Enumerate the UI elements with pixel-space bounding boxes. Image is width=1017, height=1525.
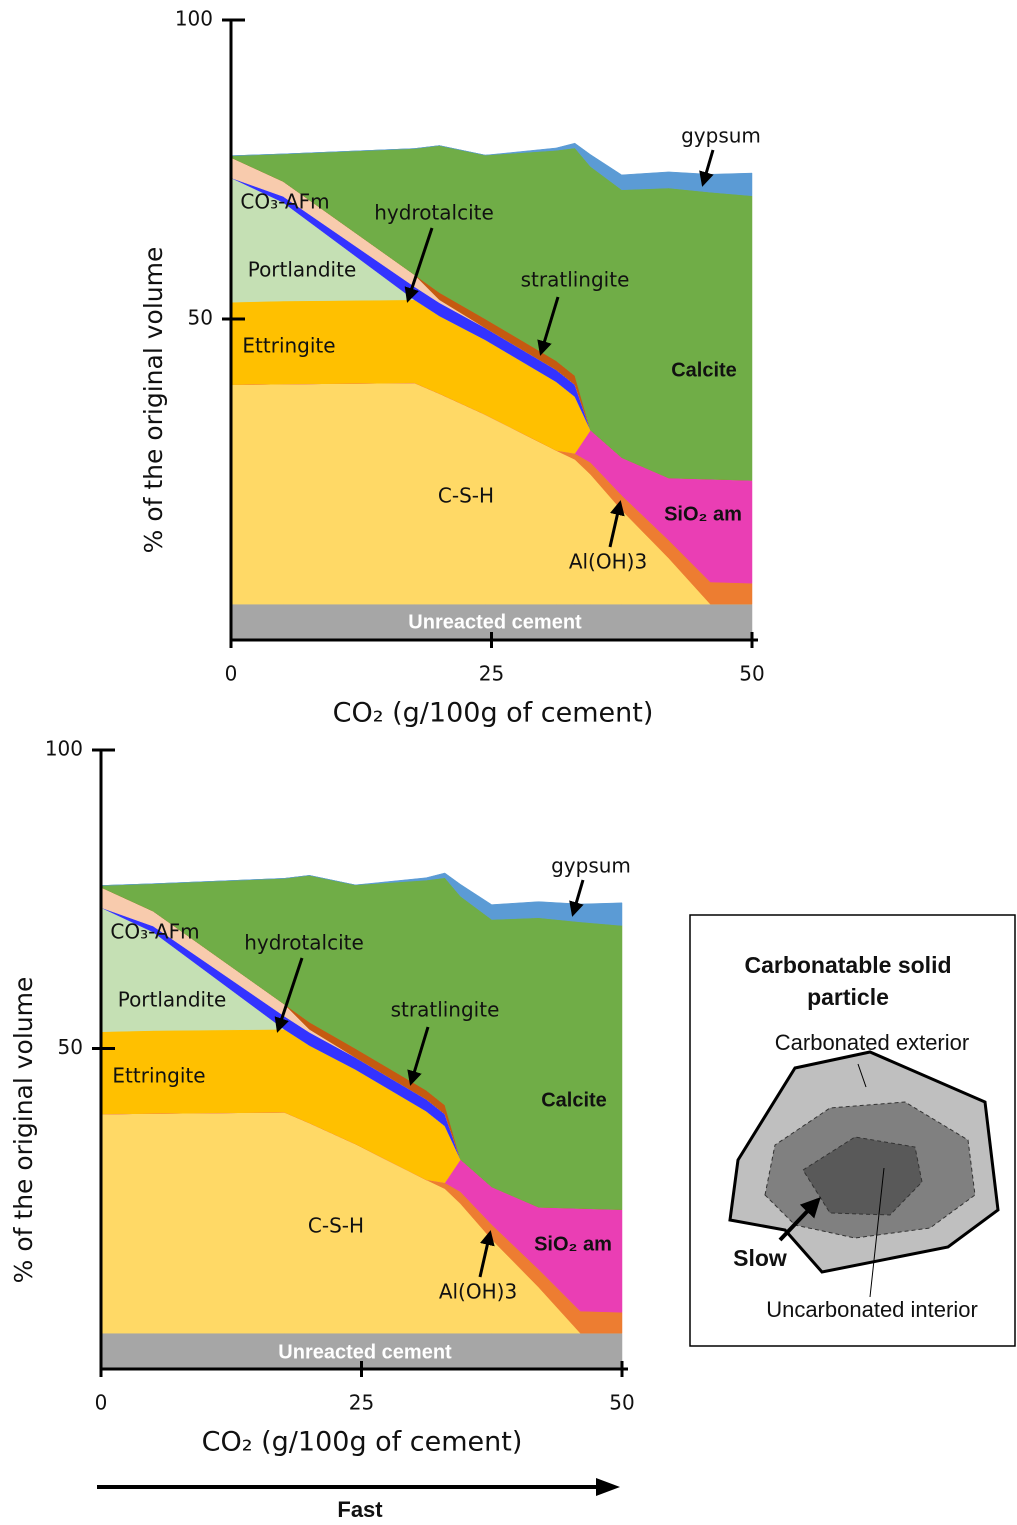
y-tick-label: 100	[45, 737, 83, 761]
y-tick-label: 50	[188, 305, 213, 329]
layer-label: Unreacted cement	[278, 1341, 452, 1363]
layer-label: gypsum	[681, 124, 761, 148]
interior-label: Uncarbonated interior	[766, 1297, 978, 1322]
layer-label: Calcite	[541, 1089, 607, 1111]
layer-label: C-S-H	[308, 1214, 364, 1238]
diagram-title: Carbonatable solid	[744, 952, 951, 978]
x-tick-label: 0	[225, 662, 238, 686]
layer-label: Al(OH)3	[569, 550, 647, 574]
layer-label: SiO₂ am	[664, 503, 742, 525]
layer-label: Calcite	[671, 359, 737, 381]
x-tick-label: 0	[95, 1391, 108, 1415]
layer-label: Unreacted cement	[408, 611, 582, 633]
particle-diagram: Carbonatable solid particle Carbonated e…	[690, 915, 1015, 1346]
layer-label: SiO₂ am	[534, 1233, 612, 1255]
layer-label: Ettringite	[242, 334, 335, 358]
arrow-head	[596, 1478, 620, 1496]
y-axis-title: % of the original volume	[139, 247, 168, 554]
layer-label: gypsum	[551, 854, 631, 878]
layer-label: stratlingite	[521, 268, 630, 292]
x-axis-title: CO₂ (g/100g of cement)	[202, 1427, 523, 1458]
y-tick-label: 100	[175, 7, 213, 31]
layer-label: stratlingite	[391, 998, 500, 1022]
chart: Unreacted cement C-S-H Al(OH)3 SiO₂ am Ettri…	[139, 7, 765, 729]
chart: Unreacted cement C-S-H Al(OH)3 SiO₂ am Ettri…	[9, 737, 635, 1458]
layer-label: Portlandite	[248, 258, 357, 282]
fast-arrow: Fast	[97, 1478, 620, 1522]
layer-label: hydrotalcite	[374, 201, 494, 225]
x-tick-label: 50	[609, 1391, 634, 1415]
diagram-title: particle	[807, 984, 889, 1010]
layer-label: Al(OH)3	[439, 1280, 517, 1304]
layer-label: CO₃-AFm	[240, 190, 329, 214]
layer-label: CO₃-AFm	[110, 920, 199, 944]
layer-label: C-S-H	[438, 484, 494, 508]
x-tick-label: 25	[349, 1391, 374, 1415]
layer-label: hydrotalcite	[244, 931, 364, 955]
layer-label: Portlandite	[118, 988, 227, 1012]
y-tick-label: 50	[58, 1035, 83, 1059]
slow-label: Slow	[733, 1245, 787, 1271]
x-tick-label: 50	[739, 662, 764, 686]
charts: Unreacted cement C-S-H Al(OH)3 SiO₂ am Ettri…	[9, 7, 765, 1458]
arrow-label: Fast	[337, 1497, 383, 1522]
x-tick-label: 25	[479, 662, 504, 686]
exterior-label: Carbonated exterior	[775, 1030, 969, 1055]
layer-label: Ettringite	[112, 1064, 205, 1088]
y-axis-title: % of the original volume	[9, 977, 38, 1284]
x-axis-title: CO₂ (g/100g of cement)	[333, 698, 654, 729]
figure: Unreacted cement C-S-H Al(OH)3 SiO₂ am Ettri…	[0, 0, 1017, 1525]
